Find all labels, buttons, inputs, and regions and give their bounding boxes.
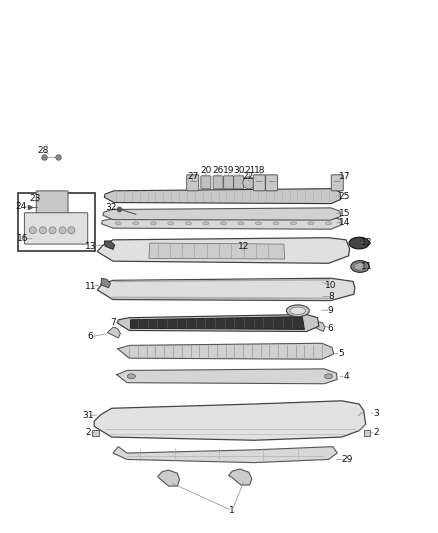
Ellipse shape — [127, 374, 135, 379]
FancyBboxPatch shape — [25, 213, 88, 244]
Bar — [364, 430, 370, 436]
Ellipse shape — [290, 307, 306, 314]
Ellipse shape — [185, 222, 191, 225]
FancyBboxPatch shape — [234, 176, 244, 189]
Ellipse shape — [354, 263, 366, 270]
FancyBboxPatch shape — [265, 175, 278, 191]
Text: 6: 6 — [328, 324, 334, 333]
Text: 2: 2 — [373, 429, 378, 437]
Text: 29: 29 — [342, 455, 353, 464]
Bar — [92, 430, 99, 436]
Text: 11: 11 — [361, 262, 373, 271]
Polygon shape — [107, 327, 120, 338]
Ellipse shape — [29, 227, 36, 234]
Text: 18: 18 — [254, 166, 266, 175]
Polygon shape — [117, 343, 334, 359]
Polygon shape — [97, 278, 355, 301]
Text: 14: 14 — [339, 219, 350, 227]
Ellipse shape — [168, 222, 174, 225]
Polygon shape — [117, 314, 319, 332]
Text: 22: 22 — [242, 173, 254, 181]
Ellipse shape — [39, 227, 46, 234]
Ellipse shape — [238, 222, 244, 225]
Ellipse shape — [150, 222, 156, 225]
Ellipse shape — [59, 227, 66, 234]
Polygon shape — [149, 243, 285, 259]
Ellipse shape — [290, 222, 297, 225]
Ellipse shape — [308, 222, 314, 225]
Polygon shape — [103, 208, 341, 220]
Text: 7: 7 — [110, 319, 116, 327]
Ellipse shape — [220, 222, 226, 225]
Text: 13: 13 — [361, 238, 373, 247]
Ellipse shape — [49, 227, 56, 234]
Text: 13: 13 — [85, 242, 96, 251]
FancyBboxPatch shape — [224, 176, 233, 189]
Text: 30: 30 — [233, 166, 245, 175]
Text: 1: 1 — [229, 506, 235, 515]
Polygon shape — [131, 317, 304, 329]
Polygon shape — [113, 447, 337, 463]
Text: 32: 32 — [106, 204, 117, 212]
Ellipse shape — [133, 222, 139, 225]
Text: 4: 4 — [343, 372, 349, 381]
Polygon shape — [101, 278, 110, 288]
Text: 31: 31 — [82, 411, 93, 420]
Polygon shape — [104, 241, 115, 249]
Text: 8: 8 — [328, 292, 334, 301]
Text: 19: 19 — [223, 166, 234, 175]
Text: 27: 27 — [187, 173, 198, 181]
Text: 25: 25 — [339, 192, 350, 200]
Ellipse shape — [68, 227, 75, 234]
Polygon shape — [116, 369, 337, 384]
Text: 6: 6 — [87, 333, 93, 341]
Text: 9: 9 — [328, 306, 334, 314]
FancyBboxPatch shape — [331, 175, 343, 191]
Text: 23: 23 — [29, 194, 41, 203]
Text: 16: 16 — [17, 235, 28, 243]
FancyBboxPatch shape — [253, 175, 265, 191]
Text: 17: 17 — [339, 173, 350, 181]
Polygon shape — [158, 470, 180, 486]
Ellipse shape — [273, 222, 279, 225]
Ellipse shape — [115, 222, 121, 225]
FancyBboxPatch shape — [36, 191, 68, 214]
FancyBboxPatch shape — [18, 193, 95, 251]
FancyBboxPatch shape — [213, 176, 223, 189]
Text: 12: 12 — [238, 242, 249, 251]
Ellipse shape — [325, 222, 332, 225]
Ellipse shape — [203, 222, 209, 225]
Text: 26: 26 — [212, 166, 224, 175]
Text: 11: 11 — [85, 282, 96, 291]
Ellipse shape — [349, 237, 369, 249]
Polygon shape — [102, 216, 342, 229]
Polygon shape — [97, 238, 350, 263]
Ellipse shape — [286, 305, 309, 317]
Text: 10: 10 — [325, 281, 337, 290]
Text: 2: 2 — [86, 429, 91, 437]
Ellipse shape — [325, 374, 332, 379]
Text: 24: 24 — [15, 203, 27, 211]
Polygon shape — [104, 189, 341, 204]
Text: 20: 20 — [200, 166, 212, 175]
Text: 21: 21 — [244, 166, 255, 175]
Text: 3: 3 — [373, 409, 379, 418]
FancyBboxPatch shape — [187, 175, 199, 191]
Text: 5: 5 — [338, 349, 344, 358]
Ellipse shape — [351, 261, 369, 272]
Polygon shape — [229, 469, 252, 485]
Text: 15: 15 — [339, 209, 350, 217]
Text: 28: 28 — [37, 146, 49, 155]
Ellipse shape — [255, 222, 261, 225]
Polygon shape — [94, 401, 366, 440]
FancyBboxPatch shape — [201, 176, 211, 189]
Polygon shape — [314, 322, 325, 332]
Ellipse shape — [243, 177, 255, 189]
